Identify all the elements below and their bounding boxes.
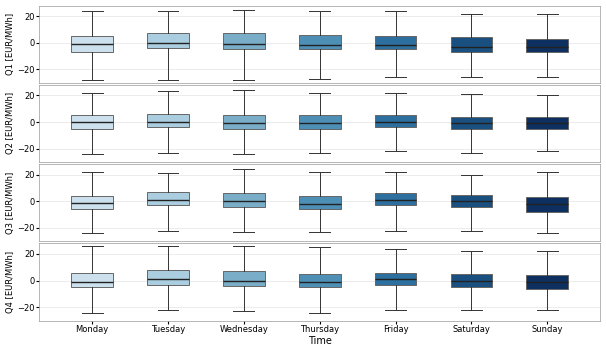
- PathPatch shape: [223, 115, 265, 129]
- PathPatch shape: [451, 274, 492, 287]
- PathPatch shape: [72, 196, 113, 209]
- PathPatch shape: [147, 192, 189, 205]
- PathPatch shape: [147, 33, 189, 48]
- Y-axis label: Q4 [EUR/MWh]: Q4 [EUR/MWh]: [5, 251, 15, 313]
- Y-axis label: Q2 [EUR/MWh]: Q2 [EUR/MWh]: [5, 92, 15, 155]
- PathPatch shape: [72, 115, 113, 129]
- PathPatch shape: [451, 117, 492, 129]
- PathPatch shape: [299, 196, 341, 209]
- PathPatch shape: [375, 36, 416, 50]
- PathPatch shape: [147, 270, 189, 284]
- PathPatch shape: [375, 115, 416, 127]
- PathPatch shape: [451, 38, 492, 52]
- PathPatch shape: [299, 115, 341, 129]
- Y-axis label: Q3 [EUR/MWh]: Q3 [EUR/MWh]: [5, 171, 15, 234]
- X-axis label: Time: Time: [308, 337, 331, 346]
- PathPatch shape: [147, 114, 189, 127]
- PathPatch shape: [72, 36, 113, 52]
- PathPatch shape: [299, 35, 341, 50]
- PathPatch shape: [375, 193, 416, 205]
- PathPatch shape: [72, 272, 113, 287]
- PathPatch shape: [299, 274, 341, 287]
- PathPatch shape: [375, 272, 416, 284]
- PathPatch shape: [527, 117, 568, 129]
- PathPatch shape: [223, 271, 265, 286]
- PathPatch shape: [223, 33, 265, 50]
- PathPatch shape: [223, 193, 265, 207]
- Y-axis label: Q1 [EUR/MWh]: Q1 [EUR/MWh]: [5, 13, 15, 75]
- PathPatch shape: [527, 197, 568, 212]
- PathPatch shape: [527, 275, 568, 289]
- PathPatch shape: [527, 39, 568, 52]
- PathPatch shape: [451, 195, 492, 207]
